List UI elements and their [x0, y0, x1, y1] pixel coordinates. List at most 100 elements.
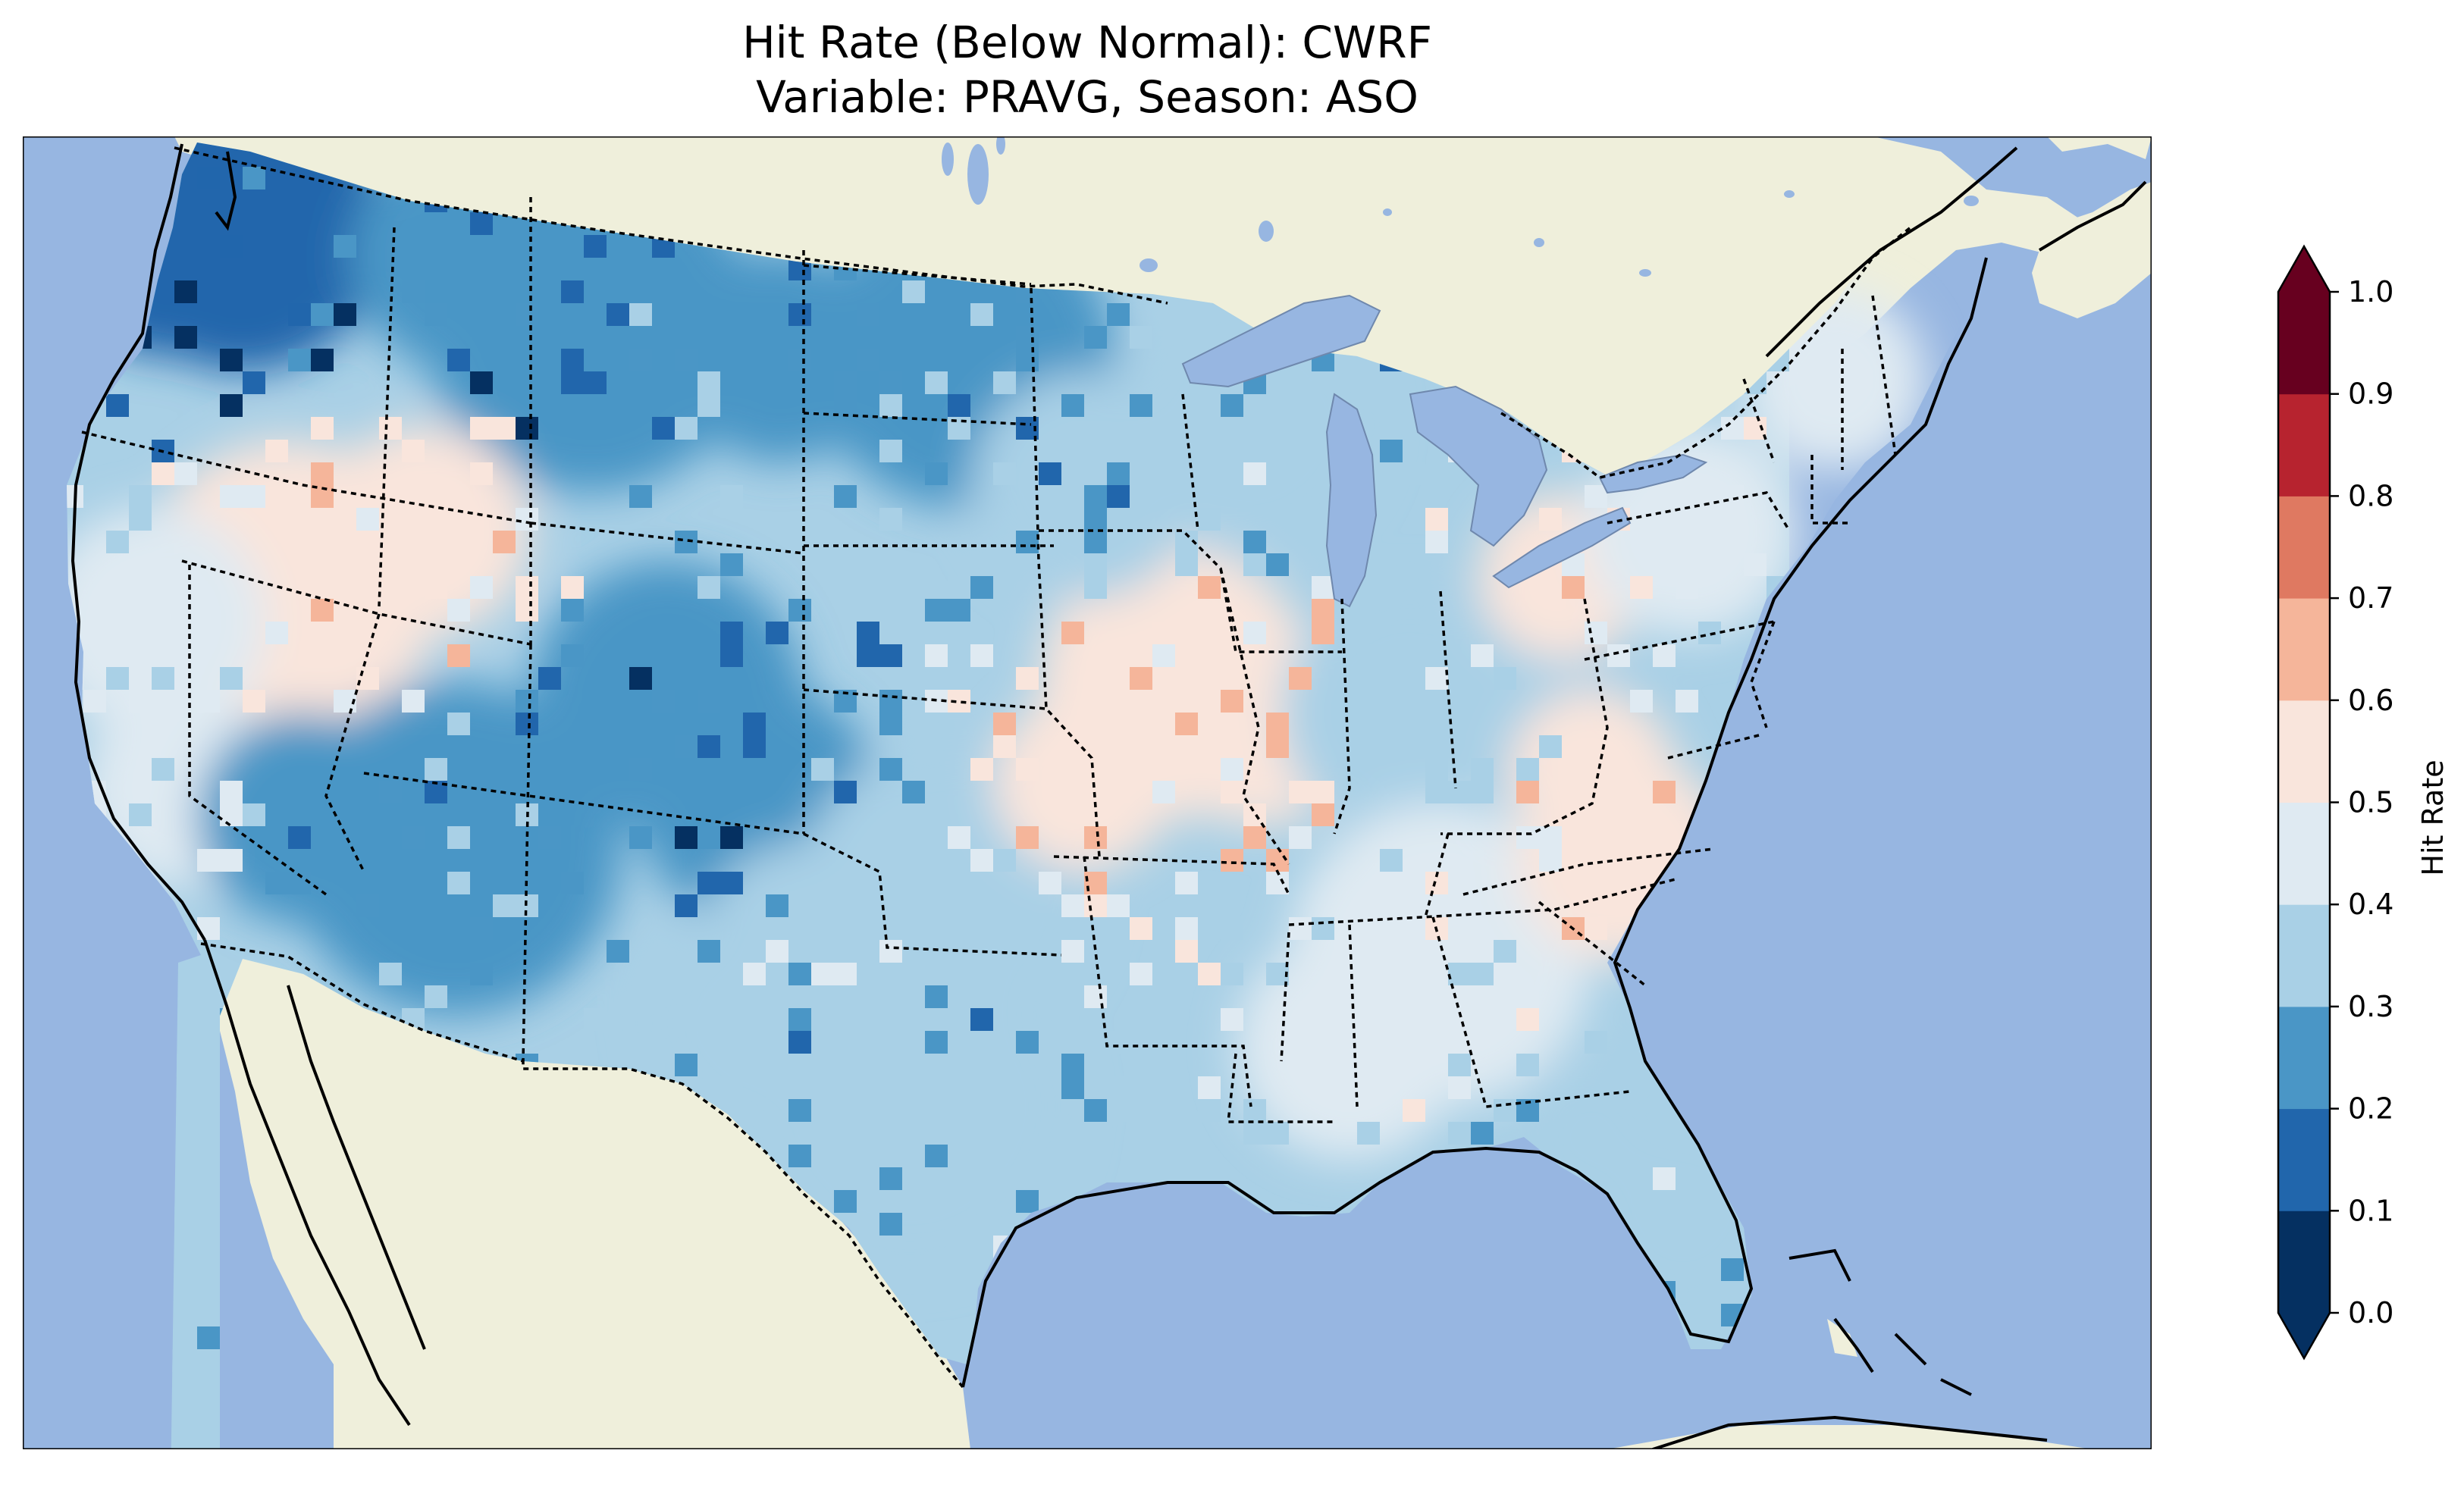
field-cell	[356, 894, 379, 917]
field-cell	[879, 985, 902, 1008]
field-cell	[970, 1167, 993, 1190]
field-cell	[993, 1122, 1016, 1145]
field-cell	[1084, 485, 1107, 508]
field-cell	[1289, 667, 1312, 690]
field-cell	[1744, 417, 1766, 440]
field-cell	[1198, 713, 1221, 735]
field-cell	[1198, 576, 1221, 599]
field-cell	[1016, 758, 1039, 781]
map-title-line-2: Variable: PRAVG, Season: ASO	[756, 71, 1419, 123]
field-cell	[948, 417, 970, 440]
colorbar-label: Hit Rate	[2416, 760, 2450, 875]
field-cell	[425, 985, 447, 1008]
field-cell	[1107, 462, 1130, 485]
field-cell	[561, 576, 584, 599]
field-cell	[174, 1213, 197, 1236]
field-cell	[561, 280, 584, 303]
field-cell	[1334, 940, 1357, 963]
coastlines	[71, 143, 2147, 1449]
field-cell	[402, 690, 425, 713]
field-cell	[1516, 985, 1539, 1008]
field-cell	[811, 1054, 834, 1076]
field-cell	[925, 803, 948, 826]
field-cell	[743, 735, 766, 758]
map-title-line-1: Hit Rate (Below Normal): CWRF	[742, 17, 1432, 68]
field-cell	[243, 485, 265, 508]
field-cell	[720, 872, 743, 894]
field-cell	[1266, 735, 1289, 758]
field-cell	[561, 599, 584, 622]
field-cell	[1084, 508, 1107, 531]
field-cell	[584, 235, 607, 258]
field-cell	[675, 735, 698, 758]
field-cell	[1425, 531, 1448, 553]
field-cell	[743, 963, 766, 985]
field-cell	[1016, 326, 1039, 349]
field-cell	[538, 667, 561, 690]
field-cell	[1471, 1122, 1494, 1145]
field-cell	[1130, 917, 1152, 940]
field-cell	[152, 462, 174, 485]
field-cell	[925, 1167, 948, 1190]
field-cell	[197, 1326, 220, 1349]
field-cell	[1016, 1167, 1039, 1190]
colorbar-tick-label: 0.9	[2348, 377, 2393, 411]
field-cell	[788, 1008, 811, 1031]
field-cell	[470, 212, 493, 235]
field-cell	[1243, 462, 1266, 485]
field-cell	[402, 440, 425, 462]
field-cell	[129, 508, 152, 531]
field-cell	[879, 1213, 902, 1236]
field-cell	[788, 894, 811, 917]
field-cell	[584, 1008, 607, 1031]
field-cell	[993, 735, 1016, 758]
field-cell	[1039, 462, 1061, 485]
field-cell	[1016, 917, 1039, 940]
field-region-blob	[67, 508, 265, 735]
field-cell	[1357, 1122, 1380, 1145]
field-cell	[1175, 553, 1198, 576]
field-cell	[720, 485, 743, 508]
field-cell	[1107, 303, 1130, 326]
field-cell	[1516, 826, 1539, 849]
field-cell	[1403, 1099, 1425, 1122]
field-cell	[1016, 667, 1039, 690]
field-cell	[106, 531, 129, 553]
field-cell	[493, 531, 516, 553]
colorbar-over-triangle	[2278, 246, 2330, 292]
field-cell	[1266, 872, 1289, 894]
cuba-landmass	[1607, 1425, 2093, 1449]
field-cell	[516, 576, 538, 599]
field-cell	[879, 1167, 902, 1190]
field-cell	[1175, 917, 1198, 940]
field-cell	[1312, 371, 1334, 394]
field-cell	[288, 303, 311, 326]
field-cell	[311, 462, 334, 485]
field-cell	[857, 349, 879, 371]
field-cell	[379, 963, 402, 985]
field-cell	[879, 1076, 902, 1099]
colorbar-band	[2278, 496, 2330, 599]
field-cell	[1380, 872, 1403, 894]
baja-california-landmass	[205, 940, 425, 1425]
field-cell	[1448, 1054, 1471, 1076]
field-cell	[1221, 758, 1243, 781]
field-cell	[834, 963, 857, 985]
field-cell	[1539, 849, 1562, 872]
baja-east-coast	[287, 985, 426, 1350]
field-cell	[788, 1099, 811, 1122]
lake-michigan	[1325, 393, 1378, 608]
field-cell	[129, 803, 152, 826]
field-cell	[1585, 485, 1607, 508]
field-cell	[993, 371, 1016, 394]
colorbar-tick-label: 0.4	[2348, 888, 2393, 921]
field-cell	[174, 280, 197, 303]
field-cell	[470, 917, 493, 940]
field-cell	[83, 690, 106, 713]
field-cell	[970, 1076, 993, 1099]
field-cell	[1243, 826, 1266, 849]
field-cell	[1061, 894, 1084, 917]
field-cell	[425, 758, 447, 781]
field-cell	[902, 781, 925, 803]
